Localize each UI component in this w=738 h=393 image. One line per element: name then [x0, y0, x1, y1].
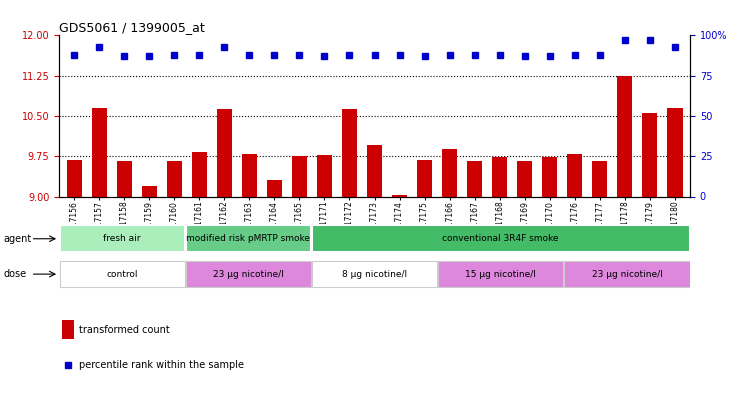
- Bar: [192, 152, 207, 196]
- Bar: [618, 76, 632, 196]
- Bar: [492, 157, 507, 196]
- Bar: [438, 261, 563, 287]
- Bar: [442, 149, 457, 196]
- Bar: [517, 160, 532, 196]
- Bar: [317, 154, 332, 196]
- Bar: [312, 261, 437, 287]
- Text: conventional 3R4F smoke: conventional 3R4F smoke: [443, 234, 559, 243]
- Text: 23 μg nicotine/l: 23 μg nicotine/l: [592, 270, 662, 279]
- Text: 23 μg nicotine/l: 23 μg nicotine/l: [213, 270, 283, 279]
- Bar: [242, 154, 257, 196]
- Bar: [312, 226, 689, 252]
- Bar: [60, 261, 184, 287]
- Bar: [292, 156, 307, 196]
- Bar: [62, 320, 74, 340]
- Bar: [267, 180, 282, 196]
- Bar: [568, 154, 582, 196]
- Bar: [66, 160, 82, 196]
- Bar: [60, 226, 184, 252]
- Bar: [593, 160, 607, 196]
- Bar: [392, 195, 407, 196]
- Text: agent: agent: [4, 233, 32, 244]
- Bar: [167, 160, 182, 196]
- Text: GDS5061 / 1399005_at: GDS5061 / 1399005_at: [59, 21, 204, 34]
- Bar: [643, 113, 658, 196]
- Text: transformed count: transformed count: [79, 325, 170, 335]
- Bar: [542, 157, 557, 196]
- Text: 8 μg nicotine/l: 8 μg nicotine/l: [342, 270, 407, 279]
- Bar: [342, 110, 357, 196]
- Bar: [142, 186, 156, 196]
- Bar: [417, 160, 432, 196]
- Text: dose: dose: [4, 269, 27, 279]
- Bar: [467, 160, 482, 196]
- Bar: [667, 108, 683, 196]
- Bar: [217, 110, 232, 196]
- Bar: [367, 145, 382, 196]
- Text: control: control: [106, 270, 138, 279]
- Text: fresh air: fresh air: [103, 234, 141, 243]
- Bar: [186, 226, 311, 252]
- Bar: [186, 261, 311, 287]
- Text: 15 μg nicotine/l: 15 μg nicotine/l: [465, 270, 537, 279]
- Text: percentile rank within the sample: percentile rank within the sample: [79, 360, 244, 370]
- Bar: [117, 160, 131, 196]
- Bar: [92, 108, 106, 196]
- Bar: [565, 261, 689, 287]
- Text: modified risk pMRTP smoke: modified risk pMRTP smoke: [186, 234, 311, 243]
